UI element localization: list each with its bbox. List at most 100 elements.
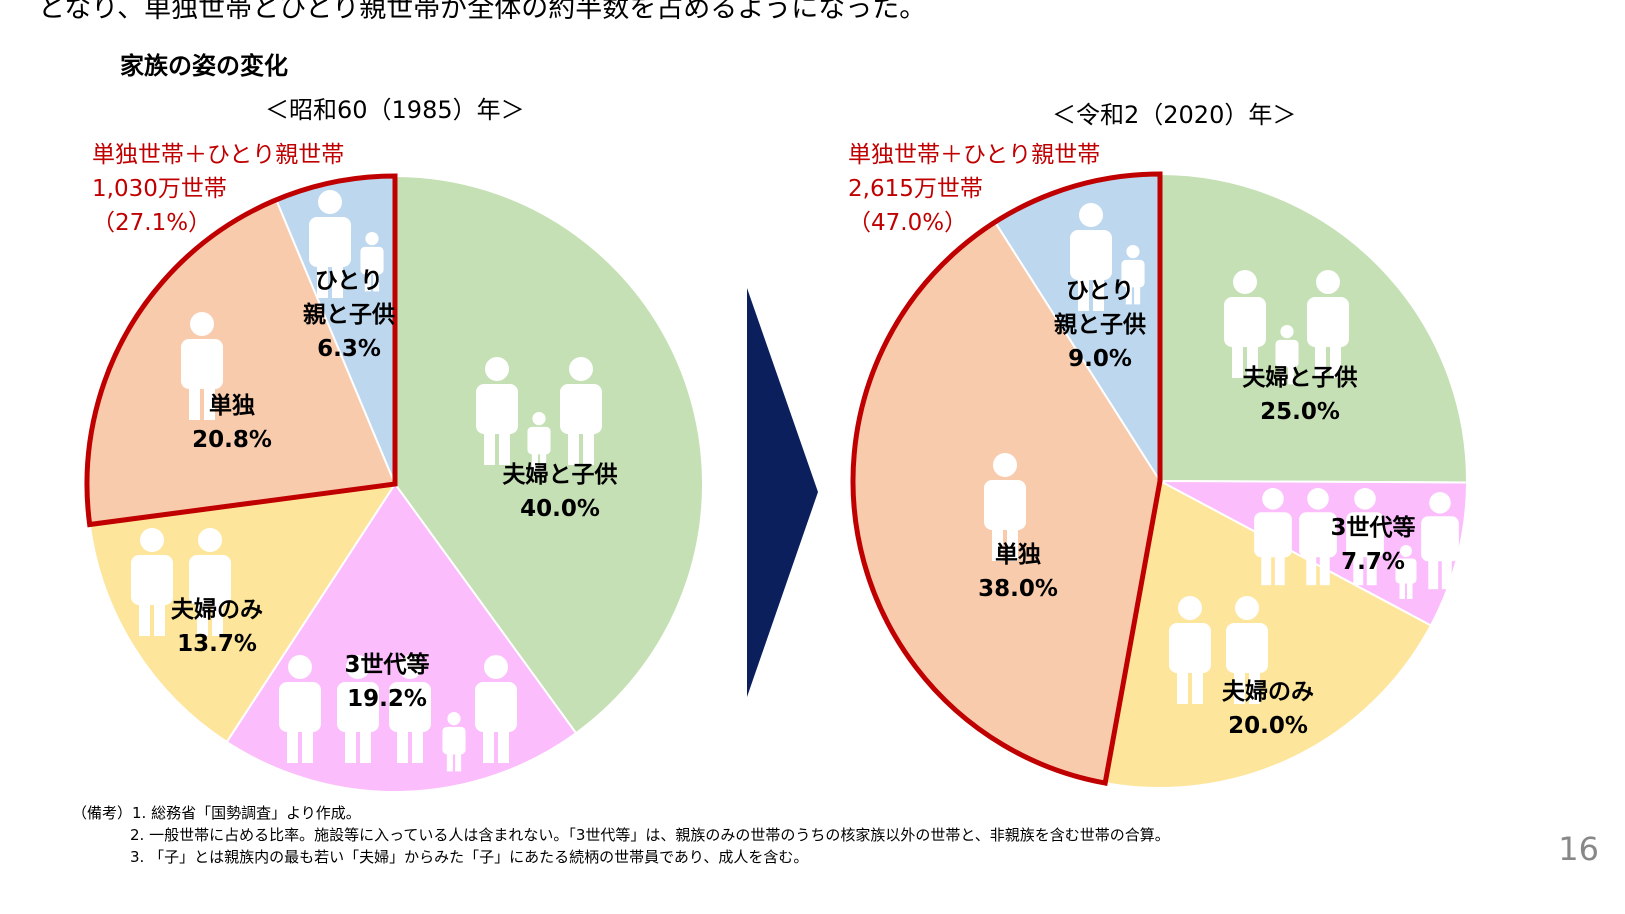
person-body	[1070, 230, 1112, 280]
people-icon-couple-children	[1224, 270, 1349, 385]
slice-label-couple-children: 夫婦と子供	[503, 461, 618, 488]
slice-value-single: 20.8%	[192, 427, 272, 453]
lead-text: となり、単独世帯とひとり親世帯が全体の約半数を占めるようになった。	[38, 0, 927, 24]
highlight-percent: （27.1%）	[92, 210, 212, 236]
person-leg	[1399, 575, 1405, 599]
person-leg	[204, 372, 215, 420]
highlight-title: 単独世帯＋ひとり親世帯	[848, 142, 1101, 168]
people-icon-couple-only	[1169, 596, 1268, 704]
slice-label-three-gen: 3世代等	[344, 651, 429, 678]
person-leg	[302, 715, 313, 763]
slice-label-couple-only: 夫婦のみ	[1222, 678, 1314, 705]
person-head	[1178, 596, 1202, 620]
person-leg	[484, 417, 495, 465]
person-leg	[1249, 656, 1260, 704]
person-leg	[397, 715, 408, 763]
highlight-label-2020: 単独世帯＋ひとり親世帯 2,615万世帯 （47.0%）	[848, 138, 1100, 240]
person-body	[309, 217, 351, 267]
person-head	[1429, 492, 1451, 514]
highlight-count: 2,615万世帯	[848, 176, 983, 202]
person-leg	[332, 250, 343, 298]
person-head	[485, 357, 509, 381]
person-leg	[197, 588, 208, 636]
person-leg	[412, 715, 423, 763]
people-icon-couple-only	[131, 528, 231, 636]
people-icon-single	[181, 312, 223, 420]
slice-value-single: 38.0%	[978, 576, 1058, 602]
person-leg	[364, 265, 371, 292]
person-leg	[992, 513, 1003, 561]
person-head	[1280, 325, 1294, 339]
person-head	[1400, 545, 1412, 557]
person-body	[475, 682, 517, 732]
slice-label-single-parent: ひとり	[1066, 278, 1134, 304]
person-leg	[1441, 546, 1452, 590]
person-leg	[1093, 263, 1104, 311]
person-leg	[373, 265, 380, 292]
person-head	[1235, 596, 1259, 620]
slice-value-couple-children: 25.0%	[1260, 399, 1340, 425]
person-leg	[1274, 542, 1285, 586]
person-leg	[1247, 330, 1258, 378]
person-head	[532, 412, 546, 426]
person-head	[1307, 488, 1329, 510]
person-leg	[1319, 542, 1330, 586]
person-head	[1126, 245, 1140, 259]
person-body	[442, 726, 466, 755]
slice-label-single: 単独	[209, 392, 255, 419]
person-leg	[1353, 542, 1364, 586]
person-head	[318, 190, 342, 214]
person-leg	[446, 745, 453, 772]
person-head	[190, 312, 214, 336]
highlight-title: 単独世帯＋ひとり親世帯	[92, 142, 345, 168]
person-leg	[1261, 542, 1272, 586]
highlight-count: 1,030万世帯	[92, 176, 227, 202]
person-leg	[360, 715, 371, 763]
person-body	[1307, 297, 1349, 347]
person-head	[447, 712, 461, 726]
person-body	[1421, 516, 1459, 562]
person-leg	[212, 588, 223, 636]
person-leg	[1407, 575, 1413, 599]
people-icon-three-gen	[279, 655, 517, 772]
person-body	[131, 555, 173, 605]
person-leg	[1315, 330, 1326, 378]
person-body	[1224, 297, 1266, 347]
person-body	[527, 426, 551, 455]
highlight-outline	[84, 173, 398, 528]
person-leg	[455, 745, 462, 772]
person-body	[984, 480, 1026, 530]
person-leg	[1306, 542, 1317, 586]
person-leg	[1428, 546, 1439, 590]
slice-value-single-parent: 9.0%	[1068, 346, 1132, 372]
person-leg	[345, 715, 356, 763]
person-body	[181, 339, 223, 389]
person-head	[198, 528, 222, 552]
person-body	[279, 682, 321, 732]
pie-title-2020: ＜令和2（2020）年＞	[1052, 101, 1297, 129]
highlight-outline	[850, 171, 1163, 786]
person-leg	[499, 417, 510, 465]
person-leg	[139, 588, 150, 636]
person-leg	[1234, 656, 1245, 704]
person-leg	[531, 445, 538, 472]
slice-label-couple-only: 夫婦のみ	[171, 596, 263, 623]
person-body	[560, 384, 602, 434]
person-body	[1275, 339, 1299, 368]
person-leg	[583, 417, 594, 465]
person-leg	[154, 588, 165, 636]
person-leg	[1279, 358, 1286, 385]
pie-slice-couple-children	[394, 174, 704, 735]
person-leg	[1134, 278, 1141, 305]
slice-value-three-gen: 7.7%	[1341, 549, 1405, 575]
people-icon-single-parent	[1070, 203, 1145, 311]
slice-value-three-gen: 19.2%	[347, 686, 427, 712]
person-leg	[287, 715, 298, 763]
person-body	[476, 384, 518, 434]
arrow-icon	[747, 288, 818, 697]
person-head	[1316, 270, 1340, 294]
people-icon-three-gen	[1254, 488, 1459, 599]
person-head	[569, 357, 593, 381]
pie-slice-couple-only	[88, 482, 398, 744]
